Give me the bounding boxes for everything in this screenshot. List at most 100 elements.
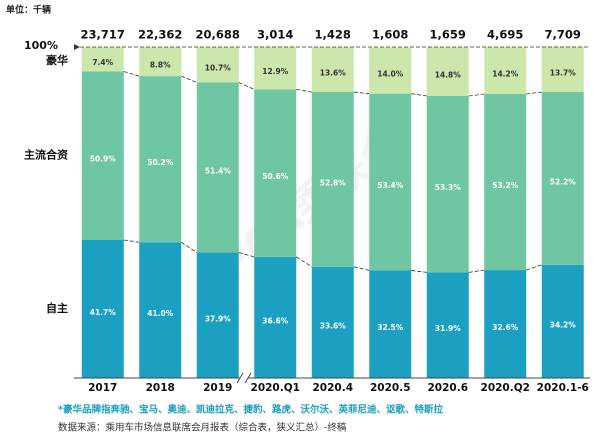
value-label: 50.2% <box>147 158 174 167</box>
value-label: 52.2% <box>550 177 577 186</box>
value-label: 13.7% <box>550 68 577 77</box>
total-label: 20,688 <box>196 28 240 42</box>
value-label: 8.8% <box>150 61 171 70</box>
bar-segment <box>196 252 239 378</box>
connector <box>353 266 370 271</box>
connector <box>468 93 485 97</box>
x-tick-label: 2020.5 <box>370 382 411 394</box>
value-label: 32.5% <box>377 323 404 332</box>
total-label: 7,709 <box>545 28 581 42</box>
x-tick-label: 2020.4 <box>312 382 353 394</box>
total-label: 1,608 <box>372 28 408 42</box>
value-label: 50.6% <box>262 172 289 181</box>
value-label: 14.2% <box>492 70 519 79</box>
bar-segment <box>541 264 584 378</box>
value-label: 53.4% <box>377 181 404 190</box>
value-label: 41.0% <box>147 309 174 318</box>
connector <box>411 93 427 97</box>
value-label: 51.4% <box>205 166 232 175</box>
value-label: 33.6% <box>320 321 347 330</box>
bar-segment <box>139 242 182 378</box>
arrow-head <box>74 44 80 50</box>
connector <box>411 270 427 273</box>
bar-segment <box>369 93 412 271</box>
bar-segment <box>81 47 124 72</box>
bar-segment <box>426 272 469 378</box>
value-label: 10.7% <box>205 64 232 73</box>
value-label: 52.8% <box>320 178 347 187</box>
axis-break <box>244 372 252 384</box>
bar-segment <box>426 95 469 273</box>
total-label: 23,717 <box>81 28 125 42</box>
bar-segment <box>426 47 469 96</box>
value-label: 32.6% <box>492 323 519 332</box>
bar-segment <box>254 256 297 378</box>
value-label: 53.2% <box>492 181 519 190</box>
total-label: 3,014 <box>257 28 293 42</box>
bar-segment <box>196 82 239 253</box>
axis-break <box>236 372 244 384</box>
x-tick-label: 2019 <box>203 382 232 394</box>
bar-segment <box>369 270 412 378</box>
connector <box>468 269 485 273</box>
bar-segment <box>254 46 297 90</box>
value-label: 36.6% <box>262 316 289 325</box>
bar-segment <box>541 46 584 93</box>
x-tick-label: 2017 <box>88 382 117 394</box>
footnote: *豪华品牌指奔驰、宝马、奥迪、凯迪拉克、捷豹、路虎、沃尔沃、英菲尼迪、讴歌、特斯… <box>58 404 443 416</box>
connector <box>238 82 255 90</box>
bar-segment <box>254 89 297 257</box>
value-label: 31.9% <box>435 324 462 333</box>
total-label: 1,428 <box>315 28 351 42</box>
connector <box>353 91 370 95</box>
value-label: 12.9% <box>262 67 289 76</box>
connector <box>526 91 542 95</box>
series-label: 自主 <box>46 301 68 315</box>
total-label: 22,362 <box>138 28 182 42</box>
bar-segment <box>81 239 124 378</box>
value-label: 37.9% <box>205 314 232 323</box>
bar-segment <box>311 266 354 378</box>
bar-segment <box>139 47 182 77</box>
bar-segment <box>484 270 527 378</box>
bar-segment <box>311 47 354 93</box>
bar-segment <box>369 47 412 94</box>
connector <box>296 256 312 268</box>
bar-segment <box>484 47 527 95</box>
value-label: 53.3% <box>435 183 462 192</box>
total-label: 1,659 <box>430 28 466 42</box>
connector <box>181 241 197 253</box>
axis-break-gap <box>240 374 248 382</box>
footnote: 数据来源：乘用车市场信息联席会月报表（综合表，狭义汇总）-终稿 <box>58 422 347 434</box>
bar-segment <box>196 47 239 83</box>
value-label: 14.8% <box>435 70 462 79</box>
x-tick-label: 2020.6 <box>427 382 468 394</box>
x-tick-label: 2020.Q1 <box>251 382 300 394</box>
connector <box>181 75 197 83</box>
series-label: 豪华 <box>46 53 68 67</box>
bar-segment <box>311 92 354 267</box>
total-label: 4,695 <box>487 28 523 42</box>
connector <box>238 252 255 258</box>
value-label: 34.2% <box>550 320 577 329</box>
connector <box>123 239 140 243</box>
value-label: 13.6% <box>320 69 347 78</box>
connector <box>123 71 140 77</box>
x-tick-label: 2020.Q2 <box>481 382 530 394</box>
value-label: 7.4% <box>92 58 113 67</box>
bar-segment <box>81 71 124 240</box>
connector <box>296 88 312 93</box>
connector <box>526 264 542 271</box>
y-tick-label: 100% <box>24 39 58 52</box>
x-tick-label: 2020.1-6 <box>537 382 589 394</box>
series-label: 主流合资 <box>24 148 68 162</box>
bar-segment <box>541 92 584 265</box>
x-tick-label: 2018 <box>146 382 175 394</box>
value-label: 50.9% <box>90 155 117 164</box>
bar-segment <box>139 76 182 243</box>
unit-label: 单位：千辆 <box>6 4 51 16</box>
value-label: 14.0% <box>377 70 404 79</box>
value-label: 41.7% <box>90 308 117 317</box>
bar-segment <box>484 94 527 271</box>
